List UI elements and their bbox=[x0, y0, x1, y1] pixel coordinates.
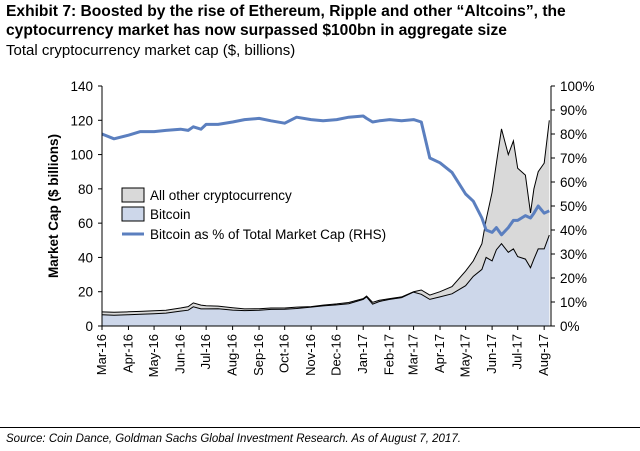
chart-areas bbox=[101, 114, 550, 326]
x-axis-tick-label: Aug-16 bbox=[225, 334, 240, 376]
left-axis-tick-label: 100 bbox=[70, 148, 93, 163]
x-axis-tick-label: Mar-16 bbox=[94, 334, 109, 375]
series-line-bitcoin-share bbox=[101, 114, 550, 237]
x-axis-tick-label: Dec-16 bbox=[329, 334, 344, 376]
right-axis-tick-label: 80% bbox=[560, 127, 587, 142]
chart-axes: 0 20 40 60 80 100 120 140 0% 10% 20% 30% 40% 50% 60% 70… bbox=[46, 79, 595, 377]
x-axis-tick-label: May-17 bbox=[458, 334, 473, 377]
x-axis-tick-label: Apr-17 bbox=[432, 334, 447, 373]
x-axis-tick-label: Oct-16 bbox=[277, 334, 292, 373]
x-axis-tick-label: Jun-17 bbox=[484, 334, 499, 374]
left-axis-tick-label: 80 bbox=[78, 182, 93, 197]
x-axis-tick-label: Feb-17 bbox=[382, 334, 397, 375]
left-axis-tick-label: 40 bbox=[78, 250, 93, 265]
x-axis-tick-label: Jul-16 bbox=[198, 334, 213, 369]
series-outline-all-other-cryptocurrency bbox=[101, 120, 550, 313]
x-axis-tick-label: Sep-16 bbox=[251, 334, 266, 376]
y-axis-label: Market Cap ($ billions) bbox=[46, 134, 61, 278]
chart-subtitle: Total cryptocurrency market cap ($, bill… bbox=[6, 42, 296, 59]
x-axis-tick-label: Jan-17 bbox=[355, 334, 370, 374]
right-axis-tick-label: 0% bbox=[560, 319, 580, 334]
right-axis-tick-label: 40% bbox=[560, 223, 587, 238]
right-axis-tick-label: 100% bbox=[560, 79, 595, 94]
x-axis-tick-label: Apr-16 bbox=[120, 334, 135, 373]
right-axis-tick-label: 30% bbox=[560, 247, 587, 262]
source-note: Source: Coin Dance, Goldman Sachs Global… bbox=[6, 433, 461, 445]
right-axis-tick-label: 20% bbox=[560, 271, 587, 286]
chart-title: Exhibit 7: Boosted by the rise of Ethere… bbox=[6, 3, 566, 39]
left-axis-tick-label: 120 bbox=[70, 113, 93, 128]
left-axis-tick-label: 20 bbox=[78, 285, 93, 300]
x-axis-tick-label: Aug-17 bbox=[536, 334, 551, 376]
right-axis-tick-label: 50% bbox=[560, 199, 587, 214]
right-axis-tick-label: 10% bbox=[560, 295, 587, 310]
legend-swatch-bitcoin bbox=[121, 206, 145, 222]
x-axis-tick-label: Jun-16 bbox=[173, 334, 188, 374]
right-axis-tick-label: 60% bbox=[560, 175, 587, 190]
legend-label-bitcoin: Bitcoin bbox=[150, 207, 191, 222]
series-outline-bitcoin bbox=[101, 234, 550, 316]
left-axis-tick-label: 140 bbox=[70, 79, 93, 94]
legend-swatch-all-other-cryptocurrency bbox=[121, 187, 145, 203]
market-cap-chart: 0 20 40 60 80 100 120 140 0% 10% 20% 30% 40% 50% 60% 70… bbox=[46, 79, 595, 377]
series-area-bitcoin bbox=[102, 235, 550, 326]
left-axis-tick-label: 0 bbox=[85, 319, 93, 334]
x-axis-tick-label: May-16 bbox=[146, 334, 161, 377]
legend-label-all-other-cryptocurrency: All other cryptocurrency bbox=[150, 188, 292, 203]
footer-divider bbox=[0, 427, 640, 428]
x-axis-tick-label: Jul-17 bbox=[510, 334, 525, 369]
right-axis-tick-label: 70% bbox=[560, 151, 587, 166]
x-axis-tick-label: Mar-17 bbox=[406, 334, 421, 375]
x-axis-tick-label: Nov-16 bbox=[303, 334, 318, 376]
chart-legend: All other cryptocurrency Bitcoin Bitcoin a… bbox=[121, 187, 386, 242]
right-axis-tick-label: 90% bbox=[560, 103, 587, 118]
left-axis-tick-label: 60 bbox=[78, 216, 93, 231]
legend-label-bitcoin-share: Bitcoin as % of Total Market Cap (RHS) bbox=[150, 227, 386, 242]
